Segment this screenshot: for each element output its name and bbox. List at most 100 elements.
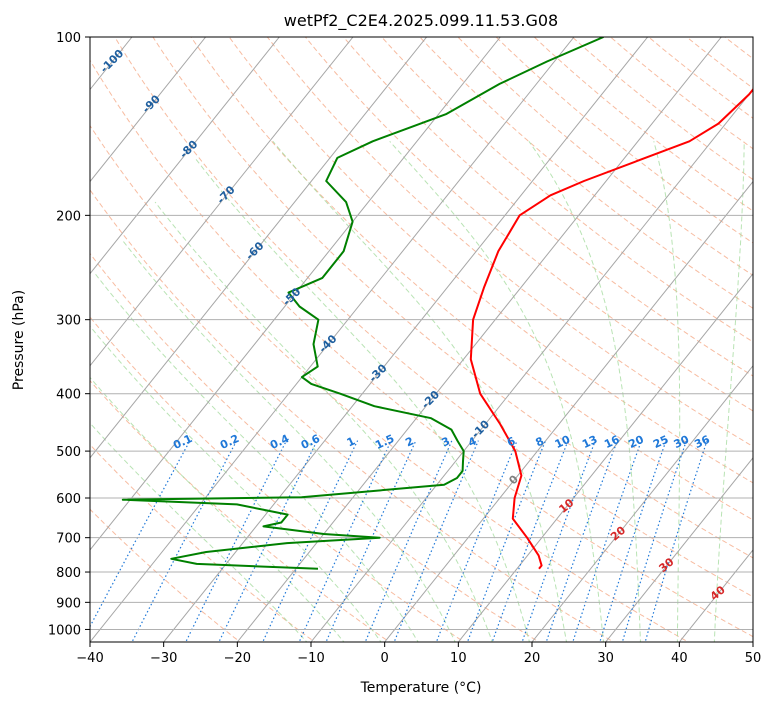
y-tick-label: 1000 <box>48 623 81 638</box>
wet-bulb-label: 10 <box>556 496 576 516</box>
dry-adiabat <box>90 189 615 642</box>
mixing-ratio-line <box>185 440 288 642</box>
mixing-ratio-line <box>393 440 479 642</box>
dry-adiabat <box>647 37 753 119</box>
isotherm-line <box>90 37 428 459</box>
isotherm-line <box>0 37 58 642</box>
mixing-ratio-label: 1 <box>345 434 357 449</box>
mixing-ratio-line <box>364 440 453 642</box>
y-tick-label: 900 <box>56 596 81 611</box>
dry-adiabat <box>746 24 775 645</box>
dry-adiabat <box>342 37 753 377</box>
moist-adiabat <box>272 140 568 642</box>
moist-adiabat <box>653 141 681 642</box>
isotherm-line <box>384 180 753 642</box>
mixing-ratio-label: 13 <box>580 433 599 451</box>
mixing-ratio-line <box>599 440 667 642</box>
isotherm-line <box>236 37 722 642</box>
moist-adiabat <box>90 325 382 642</box>
isotherm-line <box>605 457 753 642</box>
mixing-ratio-line <box>262 440 359 642</box>
dry-adiabat <box>90 443 316 642</box>
mixing-ratio-label: 1.5 <box>373 432 396 452</box>
y-tick-label: 400 <box>56 388 81 403</box>
dry-adiabat <box>90 252 540 642</box>
x-tick-label: −20 <box>224 651 251 666</box>
dry-adiabat <box>571 37 753 181</box>
mixing-ratio-label: 25 <box>651 433 670 451</box>
isotherm-label: -20 <box>419 388 442 411</box>
y-tick-label: 600 <box>56 492 81 507</box>
dry-adiabat <box>90 316 466 642</box>
dry-adiabat <box>90 59 753 638</box>
isotherm-line <box>457 272 753 642</box>
mixing-ratio-label: 0.1 <box>171 432 194 452</box>
mixing-ratio-label: 0.2 <box>218 432 241 452</box>
dry-adiabat <box>228 37 753 484</box>
mixing-ratio-line <box>521 440 596 642</box>
y-tick-label: 100 <box>56 31 81 46</box>
dry-adiabat <box>152 37 753 559</box>
mixing-ratio-label: 36 <box>692 433 712 451</box>
isotherm-label: -30 <box>366 361 389 384</box>
mixing-ratio-line <box>466 440 547 642</box>
mixing-ratio-label: 3 <box>440 434 452 449</box>
y-tick-label: 700 <box>56 532 81 547</box>
dry-adiabat <box>304 37 753 412</box>
moist-adiabat <box>528 141 641 642</box>
mixing-ratio-line <box>90 440 191 628</box>
isotherm-label: -100 <box>98 47 127 76</box>
isotherm-line <box>531 364 753 642</box>
isotherm-line <box>678 549 753 642</box>
dry-adiabat <box>114 37 753 598</box>
y-tick-label: 800 <box>56 566 81 581</box>
moist-adiabat <box>713 141 745 642</box>
isotherm-label: -60 <box>243 239 266 262</box>
dry-adiabat <box>190 37 753 521</box>
mixing-ratio-line <box>435 440 518 642</box>
isotherm-line <box>90 37 575 642</box>
mixing-ratio-line <box>131 440 238 642</box>
wet-bulb-label: 40 <box>708 583 728 603</box>
mixing-ratio-label: 2 <box>403 434 415 449</box>
dewpoint-profile-line <box>121 37 604 570</box>
isotherm-label: -90 <box>140 92 163 115</box>
x-tick-label: 10 <box>450 651 467 666</box>
x-tick-label: 40 <box>671 651 688 666</box>
y-axis-label: Pressure (hPa) <box>11 290 27 390</box>
dry-adiabat <box>533 37 753 212</box>
isotherm-line <box>752 641 753 642</box>
mixing-ratio-label: 20 <box>626 433 646 451</box>
isotherm-label: -80 <box>177 138 200 161</box>
y-tick-label: 500 <box>56 445 81 460</box>
mixing-ratio-label: 16 <box>602 433 622 451</box>
mixing-ratio-label: 6 <box>505 434 518 449</box>
y-tick-label: 300 <box>56 314 81 329</box>
x-tick-label: 20 <box>524 651 541 666</box>
isotherm-line <box>90 37 501 551</box>
mixing-ratio-line <box>572 440 643 642</box>
dry-adiabat <box>609 37 753 150</box>
moist-adiabat <box>90 376 345 642</box>
mixing-ratio-line <box>325 440 417 642</box>
temperature-profile-line <box>469 87 753 570</box>
isotherm-line <box>163 37 649 642</box>
dry-adiabat <box>266 37 753 448</box>
isotherm-line <box>90 37 207 183</box>
x-tick-label: −40 <box>76 651 103 666</box>
dry-adiabat <box>685 37 753 89</box>
isotherm-line <box>90 37 280 275</box>
x-tick-label: 30 <box>597 651 614 666</box>
plot-frame <box>89 36 754 643</box>
x-tick-label: −30 <box>150 651 177 666</box>
x-axis-label: Temperature (°C) <box>360 680 482 696</box>
mixing-ratio-label: 0.6 <box>299 432 322 452</box>
isotherm-line <box>310 88 753 642</box>
mixing-ratio-line <box>621 440 687 642</box>
mixing-ratio-label: 30 <box>672 433 692 451</box>
moist-adiabat <box>121 239 456 642</box>
x-tick-label: 0 <box>381 651 389 666</box>
chart-title: wetPf2_C2E4.2025.099.11.53.G08 <box>284 11 558 31</box>
